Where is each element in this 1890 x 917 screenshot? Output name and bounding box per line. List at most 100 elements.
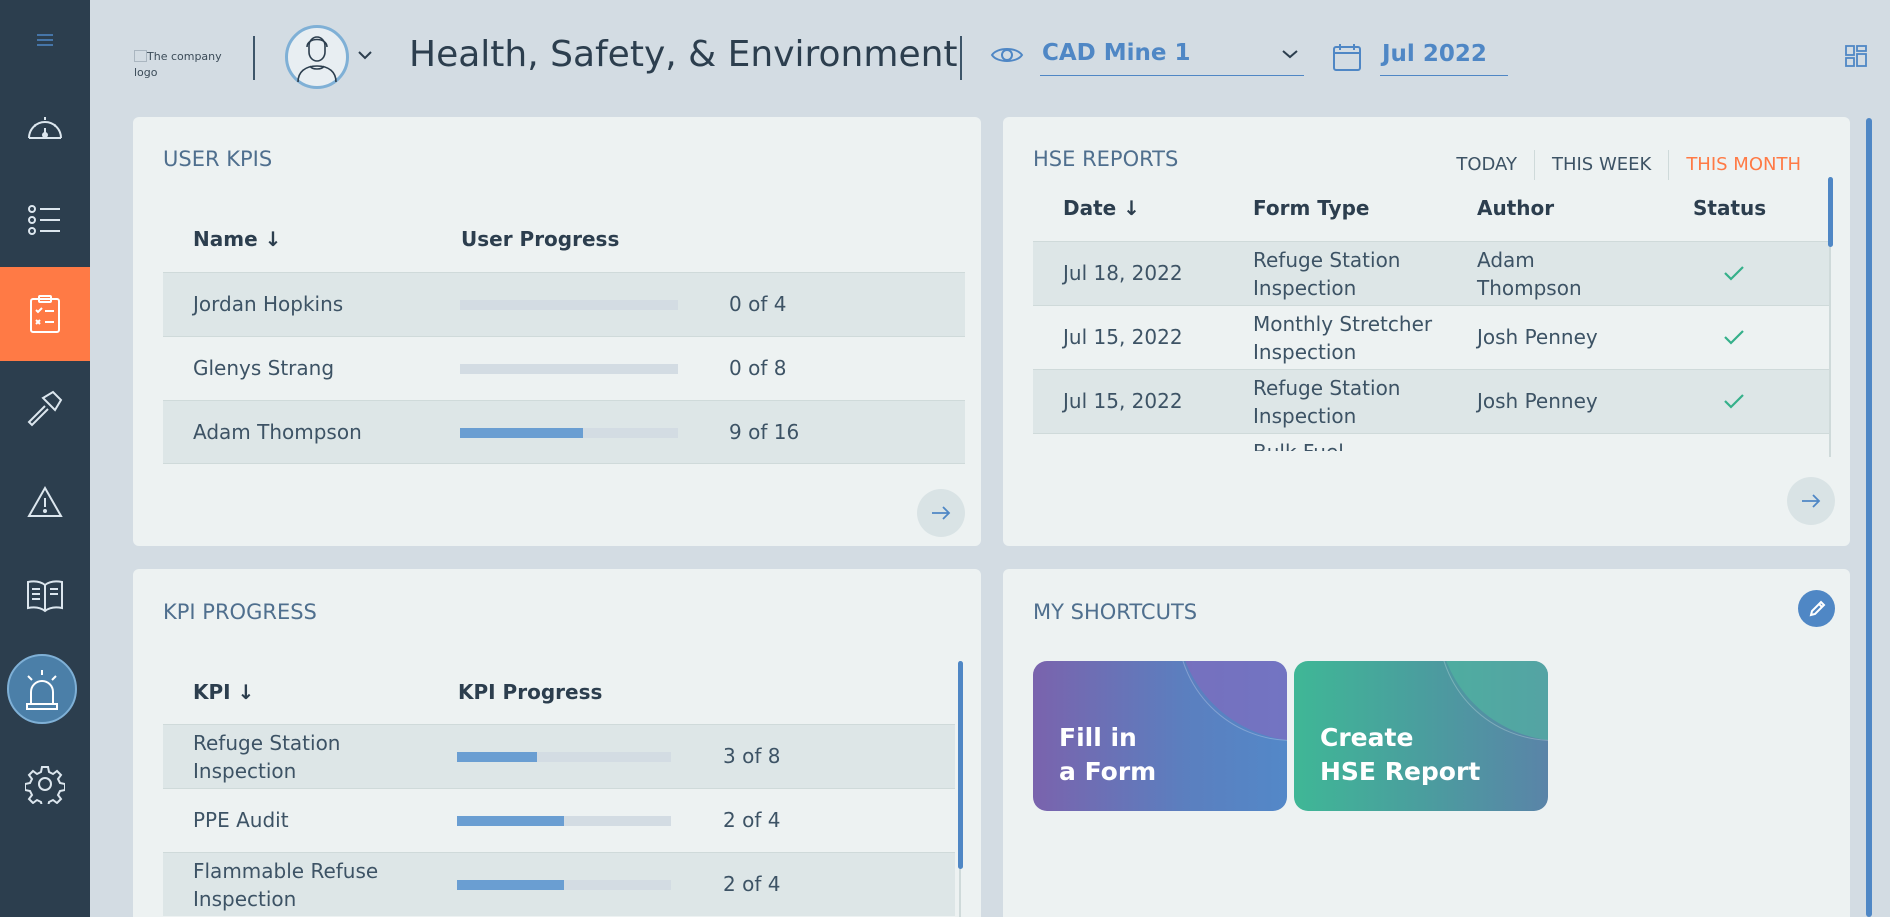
my-shortcuts-panel: MY SHORTCUTS Fill in a Form Create HSE Rep… [1003, 569, 1850, 917]
calendar-icon[interactable] [1332, 42, 1362, 72]
report-form-type: Refuge Station Inspection [1253, 248, 1401, 300]
column-header-date[interactable]: Date ↓ [1063, 196, 1140, 220]
column-header-kpi-progress: KPI Progress [458, 680, 603, 704]
hse-reports-panel: HSE REPORTS TODAY THIS WEEK THIS MONTH D… [1003, 117, 1850, 546]
sidebar-item-tasks[interactable] [0, 173, 90, 267]
page-scrollbar[interactable] [1866, 118, 1872, 917]
table-row[interactable]: Refuge Station Inspection 3 of 8 [163, 724, 955, 788]
pencil-icon [1809, 600, 1825, 616]
kpi-scrollbar[interactable] [958, 661, 963, 869]
sidebar-item-hse[interactable] [0, 267, 90, 361]
tab-this-week[interactable]: THIS WEEK [1533, 150, 1668, 180]
shortcut-fill-in-form[interactable]: Fill in a Form [1033, 661, 1287, 811]
panel-title: USER KPIS [163, 147, 273, 171]
menu-button[interactable] [0, 18, 90, 62]
hammer-icon [27, 390, 63, 427]
user-icon [297, 36, 337, 82]
column-header-status: Status [1693, 196, 1767, 220]
progress-bar [457, 880, 671, 890]
shortcut-label: Create HSE Report [1320, 723, 1481, 786]
progress-text: 9 of 16 [729, 420, 800, 444]
progress-text: 2 of 4 [723, 808, 781, 832]
edit-shortcuts-button[interactable] [1798, 590, 1835, 627]
progress-bar-fill [457, 816, 564, 826]
company-logo-alt-text: The company logo [134, 50, 222, 79]
sidebar-item-incidents[interactable] [0, 455, 90, 549]
tab-this-month[interactable]: THIS MONTH [1668, 150, 1818, 180]
dashboard-gauge-icon [28, 117, 62, 139]
top-header: The company logo Health, Safety, & Envir… [90, 0, 1890, 110]
table-row[interactable]: Jul 18, 2022 Refuge Station Inspection Ad… [1033, 241, 1829, 305]
menu-icon [37, 34, 53, 46]
user-kpis-panel: USER KPIS Name ↓ User Progress Jordan Ho… [133, 117, 981, 546]
report-form-type: Monthly Stretcher Inspection [1253, 312, 1433, 364]
alarm-icon [26, 670, 58, 710]
arrow-right-icon [1802, 494, 1821, 508]
progress-bar-fill [460, 428, 583, 438]
warning-icon [27, 485, 63, 517]
table-row[interactable]: Flammable Refuse Inspection 2 of 4 [163, 852, 955, 916]
report-date: Jul 15, 2022 [1063, 325, 1183, 349]
sidebar-item-library[interactable] [0, 548, 90, 642]
eye-icon [990, 48, 1024, 62]
page-title: Health, Safety, & Environment [409, 34, 958, 75]
period-select-value: Jul 2022 [1382, 41, 1487, 67]
reports-scrollbar[interactable] [1828, 177, 1833, 247]
progress-text: 0 of 8 [729, 356, 787, 380]
scroll-track [1829, 177, 1831, 457]
sidebar-item-maintenance[interactable] [0, 361, 90, 455]
period-select[interactable]: Jul 2022 [1380, 40, 1508, 76]
site-select[interactable]: CAD Mine 1 [1040, 40, 1304, 76]
column-header-kpi[interactable]: KPI ↓ [193, 680, 255, 704]
progress-bar [460, 364, 678, 374]
progress-bar [460, 428, 678, 438]
kpi-name: PPE Audit [193, 808, 289, 832]
view-all-button[interactable] [1787, 477, 1835, 525]
table-row[interactable]: PPE Audit 2 of 4 [163, 788, 955, 852]
company-logo: The company logo [134, 49, 234, 81]
sidebar-item-alarm[interactable] [7, 654, 77, 724]
progress-bar [460, 300, 678, 310]
user-name: Jordan Hopkins [193, 292, 344, 316]
report-author: Josh Penney [1477, 325, 1598, 349]
column-header-author: Author [1477, 196, 1555, 220]
tab-today[interactable]: TODAY [1456, 154, 1517, 175]
table-row[interactable]: Adam Thompson 9 of 16 [163, 400, 965, 464]
sidebar-item-dashboard[interactable] [0, 80, 90, 174]
check-icon [1724, 330, 1744, 345]
table-row[interactable]: Jordan Hopkins 0 of 4 [163, 272, 965, 336]
shortcut-create-hse-report[interactable]: Create HSE Report [1294, 661, 1548, 811]
shortcut-label: Fill in a Form [1059, 723, 1157, 786]
report-form-type: Bulk Fuel [1253, 438, 1344, 451]
kpi-name: Refuge Station Inspection [193, 731, 341, 783]
column-header-name[interactable]: Name ↓ [193, 227, 282, 251]
column-header-user-progress: User Progress [461, 227, 620, 251]
table-row[interactable]: Jul 15, 2022 Monthly Stretcher Inspection… [1033, 305, 1829, 369]
report-date: Jul 15, 2022 [1063, 389, 1183, 413]
progress-bar [457, 816, 671, 826]
avatar[interactable] [285, 25, 349, 89]
gear-icon [25, 766, 65, 804]
progress-text: 0 of 4 [729, 292, 787, 316]
header-divider [960, 36, 962, 80]
arrow-right-icon [932, 506, 951, 520]
user-menu-chevron-down-icon[interactable] [358, 50, 372, 60]
clipboard-icon [30, 295, 60, 333]
progress-bar-fill [457, 880, 564, 890]
check-icon [1724, 394, 1744, 409]
view-all-button[interactable] [917, 489, 965, 537]
layout-grid-icon[interactable] [1844, 44, 1868, 68]
kpi-name: Flammable Refuse Inspection [193, 859, 379, 911]
table-row[interactable]: Jul 15, 2022 Refuge Station Inspection Jo… [1033, 369, 1829, 433]
report-author: Josh Penney [1477, 389, 1598, 413]
report-author: Adam Thompson [1477, 248, 1582, 300]
sidebar-item-settings[interactable] [0, 737, 90, 831]
panel-title: MY SHORTCUTS [1033, 600, 1198, 624]
check-icon [1724, 266, 1744, 281]
progress-text: 3 of 8 [723, 744, 781, 768]
table-row[interactable]: Bulk Fuel [1033, 433, 1829, 451]
progress-bar-fill [457, 752, 538, 762]
table-row[interactable]: Glenys Strang 0 of 8 [163, 336, 965, 400]
report-date: Jul 18, 2022 [1063, 261, 1183, 285]
progress-text: 2 of 4 [723, 872, 781, 896]
